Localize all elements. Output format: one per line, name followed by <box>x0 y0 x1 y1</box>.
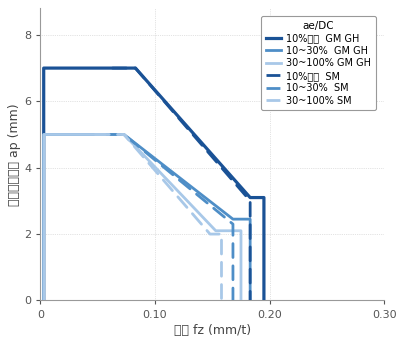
X-axis label: 送り fz (mm/t): 送り fz (mm/t) <box>174 324 251 337</box>
Y-axis label: 縦切込み深さ ap (mm): 縦切込み深さ ap (mm) <box>9 103 21 206</box>
Legend: 10%以下  GM GH, 10~30%  GM GH, 30~100% GM GH, 10%以下  SM, 10~30%  SM, 30~100% SM: 10%以下 GM GH, 10~30% GM GH, 30~100% GM GH… <box>261 16 376 110</box>
